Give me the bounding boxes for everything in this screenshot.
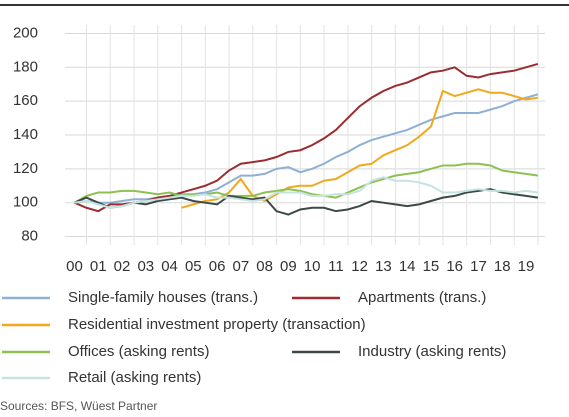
- x-tick-label: 11: [328, 258, 344, 275]
- legend-label: Industry (asking rents): [358, 343, 506, 360]
- y-tick-label: 160: [13, 92, 38, 109]
- x-tick-label: 17: [470, 258, 487, 275]
- y-tick-label: 80: [21, 228, 38, 245]
- legend-label: Apartments (trans.): [358, 289, 486, 306]
- x-tick-label: 14: [399, 258, 416, 275]
- series-line: [74, 62, 539, 213]
- x-tick-label: 13: [375, 258, 392, 275]
- x-tick-label: 18: [494, 258, 511, 275]
- x-tick-label: 09: [280, 258, 297, 275]
- x-tick-label: 04: [161, 258, 178, 275]
- x-tick-label: 10: [304, 258, 321, 275]
- x-tick-label: 03: [137, 258, 154, 275]
- series-line: [74, 162, 539, 204]
- x-tick-label: 19: [518, 258, 535, 275]
- legend-label: Offices (asking rents): [68, 343, 209, 360]
- y-tick-label: 180: [13, 58, 38, 75]
- legend-label: Residential investment property (transac…: [68, 316, 366, 333]
- x-tick-label: 08: [256, 258, 273, 275]
- x-tick-label: 01: [90, 258, 107, 275]
- x-tick-label: 02: [114, 258, 131, 275]
- series-line: [181, 88, 539, 209]
- y-tick-label: 100: [13, 194, 38, 211]
- y-tick-label: 200: [13, 24, 38, 41]
- source: Sources: BFS, Wüest Partner: [0, 399, 157, 413]
- legend-label: Single-family houses (trans.): [68, 289, 258, 306]
- x-tick-label: 00: [66, 258, 83, 275]
- y-tick-label: 140: [13, 126, 38, 143]
- x-tick-label: 16: [446, 258, 463, 275]
- x-tick-label: 12: [351, 258, 368, 275]
- x-tick-label: 05: [185, 258, 202, 275]
- y-tick-label: 120: [13, 160, 38, 177]
- x-tick-label: 15: [423, 258, 440, 275]
- x-tick-label: 07: [232, 258, 249, 275]
- series-line: [74, 188, 539, 216]
- legend-label: Retail (asking rents): [68, 369, 201, 386]
- series-line: [74, 176, 539, 209]
- x-tick-label: 06: [209, 258, 226, 275]
